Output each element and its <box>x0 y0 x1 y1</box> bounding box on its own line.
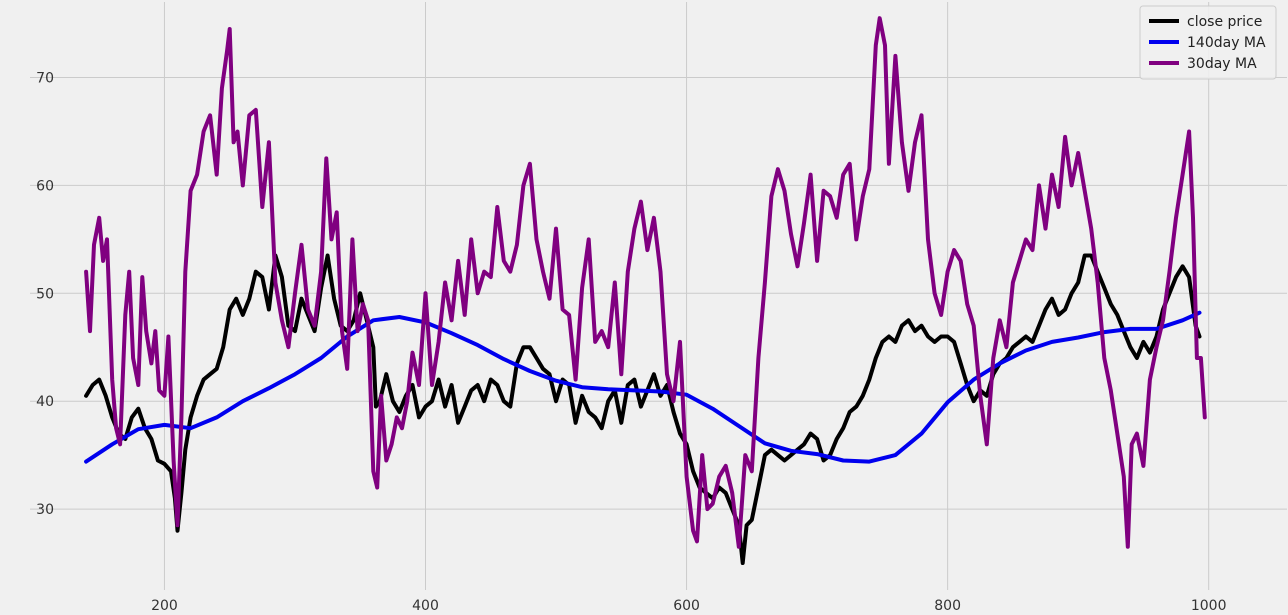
plot-area <box>30 2 1287 590</box>
legend-label-30day-ma: 30day MA <box>1187 56 1257 72</box>
series-line-close-price <box>84 253 1202 565</box>
y-tick-label: 30 <box>36 502 54 518</box>
series-line-140day-ma <box>84 310 1202 464</box>
series-group <box>84 16 1207 565</box>
series-line-30day-ma <box>84 16 1207 549</box>
legend: close price 140day MA 30day MA <box>1139 5 1277 80</box>
y-tick-label: 60 <box>36 178 54 194</box>
y-tick-label: 40 <box>36 394 54 410</box>
axis-tick-labels: 200 400 600 800 1000 30 40 50 60 70 <box>36 71 1226 614</box>
x-tick-label: 600 <box>673 598 700 614</box>
x-tick-label: 1000 <box>1191 598 1227 614</box>
y-tick-label: 50 <box>36 286 54 302</box>
x-tick-label: 200 <box>151 598 178 614</box>
y-tick-label: 70 <box>36 71 54 87</box>
x-tick-label: 800 <box>934 598 961 614</box>
legend-box <box>1139 5 1277 80</box>
legend-label-140day-ma: 140day MA <box>1187 35 1266 51</box>
legend-label-close-price: close price <box>1187 14 1262 30</box>
x-tick-label: 400 <box>412 598 439 614</box>
